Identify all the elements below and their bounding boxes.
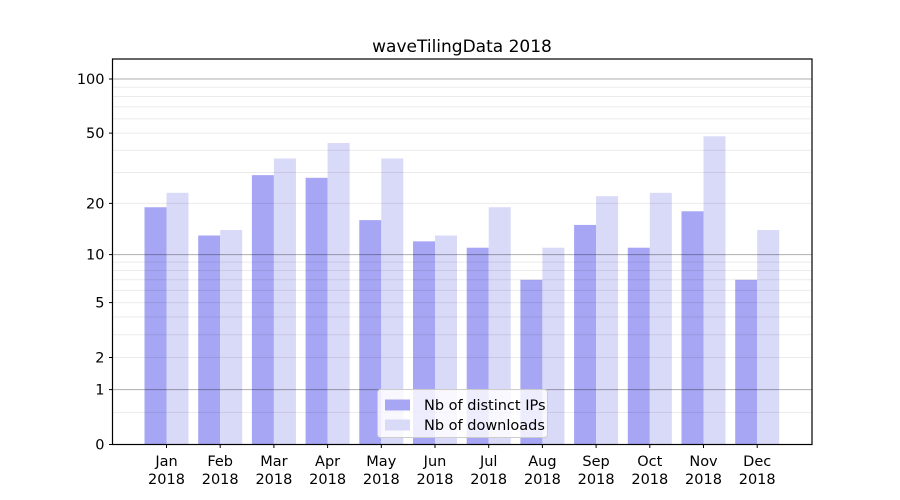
bar-distinct-ips bbox=[574, 224, 597, 445]
bar-distinct-ips bbox=[627, 247, 650, 445]
legend-swatch-downloads bbox=[385, 419, 410, 431]
plot-border bbox=[111, 58, 813, 446]
legend: Nb of distinct IPs Nb of downloads bbox=[377, 389, 548, 438]
legend-box bbox=[377, 389, 548, 438]
bar-downloads bbox=[596, 196, 619, 445]
legend-label-downloads: Nb of downloads bbox=[424, 418, 545, 434]
bar-downloads bbox=[488, 207, 511, 445]
legend-label-distinct-ips: Nb of distinct IPs bbox=[424, 398, 546, 414]
y-tick-label: 10 bbox=[86, 248, 104, 264]
bar-downloads bbox=[220, 230, 243, 445]
x-tick-label: Jun 2018 bbox=[417, 454, 454, 488]
y-tick-label: 100 bbox=[77, 72, 105, 88]
chart-title: waveTilingData 2018 bbox=[372, 37, 552, 57]
bar-downloads bbox=[166, 192, 189, 445]
x-tick-label: Apr 2018 bbox=[309, 454, 346, 488]
y-tick-label: 50 bbox=[86, 126, 104, 142]
grid-layer bbox=[112, 78, 812, 413]
x-tick-label: Nov 2018 bbox=[685, 454, 722, 488]
y-tick-label: 5 bbox=[95, 296, 104, 312]
bar-downloads bbox=[757, 230, 780, 445]
x-tick-label: Jan 2018 bbox=[148, 454, 185, 488]
bar-distinct-ips bbox=[305, 177, 328, 445]
y-tick-label: 20 bbox=[86, 196, 104, 212]
x-tick-label: Feb 2018 bbox=[202, 454, 239, 488]
bar-downloads bbox=[273, 158, 296, 445]
x-tick-label: Oct 2018 bbox=[631, 454, 668, 488]
bar-distinct-ips bbox=[681, 211, 704, 445]
bar-downloads bbox=[381, 158, 404, 445]
bar-distinct-ips bbox=[251, 175, 274, 445]
bar-downloads bbox=[703, 136, 726, 445]
y-tick-label: 1 bbox=[95, 383, 104, 399]
bar-distinct-ips bbox=[735, 279, 758, 445]
y-tick-label: 2 bbox=[95, 350, 104, 366]
bar-downloads bbox=[327, 143, 350, 445]
x-tick-label: Jul 2018 bbox=[470, 454, 507, 488]
axis-layer: Jan 2018 Feb 2018 Mar 2018 Apr 2018 May 2018 Jun 20… bbox=[77, 58, 813, 488]
x-tick-label: Dec 2018 bbox=[739, 454, 776, 488]
x-tick-label: Aug 2018 bbox=[524, 454, 561, 488]
legend-swatch-distinct-ips bbox=[385, 399, 410, 411]
bar-downloads bbox=[649, 192, 672, 445]
bar-distinct-ips bbox=[144, 207, 167, 445]
y-tick-label: 0 bbox=[95, 438, 104, 454]
x-tick-label: Mar 2018 bbox=[255, 454, 292, 488]
bar-distinct-ips bbox=[359, 220, 382, 445]
x-tick-label: Sep 2018 bbox=[578, 454, 615, 488]
x-tick-label: May 2018 bbox=[363, 454, 400, 488]
bar-distinct-ips bbox=[198, 235, 221, 445]
